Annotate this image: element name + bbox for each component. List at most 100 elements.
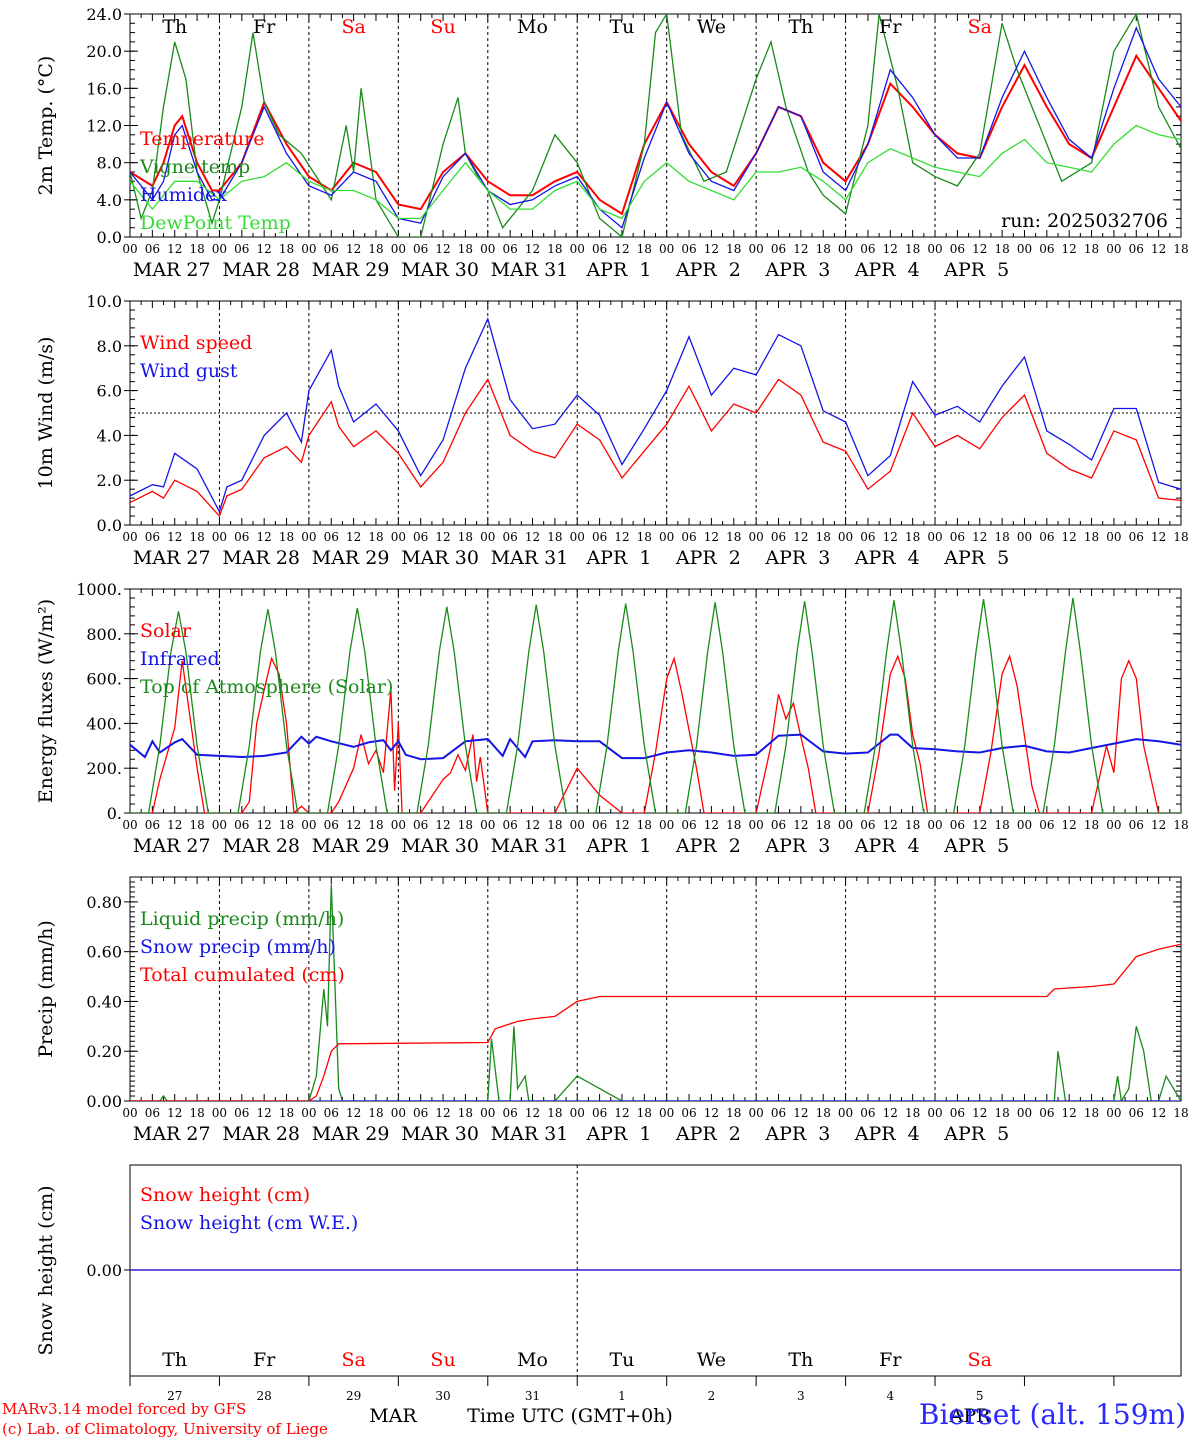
hour-tick-label: 00 [838,818,853,832]
date-label: MAR 29 [312,1123,390,1145]
hour-tick-label: 00 [212,1106,227,1120]
y-tick-label: 10.0 [86,292,122,311]
y-tick-label: 0.40 [86,992,122,1011]
y-axis-title: Snow height (cm) [35,1185,57,1355]
hour-tick-label: 00 [1106,1106,1121,1120]
hour-tick-label: 06 [234,1106,249,1120]
hour-tick-label: 18 [189,1106,204,1120]
y-tick-label: 4.0 [97,191,122,210]
hour-tick-label: 00 [391,1106,406,1120]
date-label: MAR 31 [491,1123,569,1145]
hour-tick-label: 06 [771,1106,786,1120]
hour-tick-label: 00 [391,530,406,544]
hour-tick-label: 18 [1084,1106,1099,1120]
y-tick-label: 12.0 [86,117,122,136]
hour-tick-label: 12 [346,530,361,544]
hour-tick-label: 06 [771,530,786,544]
hour-tick-label: 18 [726,818,741,832]
hour-tick-label: 00 [391,242,406,256]
hour-tick-label: 12 [614,242,629,256]
hour-tick-label: 18 [816,1106,831,1120]
hour-tick-label: 00 [1106,530,1121,544]
hour-tick-label: 18 [368,530,383,544]
hour-tick-label: 18 [547,242,562,256]
weekday-label: Su [430,16,455,38]
day-number-label: 5 [976,1389,984,1403]
hour-tick-label: 12 [883,242,898,256]
y-tick-label: 0.00 [86,1261,122,1280]
hour-tick-label: 06 [324,818,339,832]
hour-tick-label: 06 [950,530,965,544]
hour-tick-label: 00 [212,818,227,832]
hour-tick-label: 00 [1106,242,1121,256]
hour-tick-label: 00 [1017,530,1032,544]
date-label: APR 2 [675,259,741,281]
y-tick-label: 8.0 [97,154,122,173]
hour-tick-label: 12 [704,530,719,544]
hour-tick-label: 18 [547,1106,562,1120]
hour-tick-label: 12 [972,1106,987,1120]
date-label: MAR 28 [222,547,300,569]
hour-tick-label: 18 [279,530,294,544]
y-axis-title: 2m Temp. (°C) [35,56,57,196]
date-label: MAR 27 [133,259,211,281]
hour-tick-label: 00 [748,242,763,256]
y-tick-label: 4.0 [97,426,122,445]
hour-tick-label: 06 [681,242,696,256]
hour-tick-label: 00 [301,1106,316,1120]
hour-tick-label: 18 [994,818,1009,832]
hour-tick-label: 12 [435,530,450,544]
series-line-solar [130,654,1181,813]
day-number-label: 29 [346,1389,361,1403]
hour-tick-label: 00 [570,242,585,256]
day-number-label: 3 [797,1389,805,1403]
hour-tick-label: 18 [279,1106,294,1120]
series-line-vigne-temp [130,14,1181,237]
hour-tick-label: 06 [1129,1106,1144,1120]
hour-tick-label: 06 [771,818,786,832]
date-label: MAR 30 [401,259,479,281]
hour-tick-label: 12 [525,818,540,832]
date-label: MAR 27 [133,547,211,569]
hour-tick-label: 12 [1151,530,1166,544]
hour-tick-label: 06 [1039,818,1054,832]
legend-entry: Snow height (cm) [140,1184,310,1206]
hour-tick-label: 18 [637,242,652,256]
hour-tick-label: 06 [860,242,875,256]
hour-tick-label: 18 [547,530,562,544]
hour-tick-label: 18 [637,530,652,544]
hour-tick-label: 00 [570,1106,585,1120]
hour-tick-label: 18 [279,242,294,256]
series-line-infrared [130,733,1181,761]
hour-tick-label: 06 [681,818,696,832]
y-tick-label: 20.0 [86,42,122,61]
hour-tick-label: 12 [1062,818,1077,832]
hour-tick-label: 18 [547,818,562,832]
weekday-label: Fr [879,1349,902,1371]
date-label: APR 1 [585,835,651,857]
hour-tick-label: 18 [726,1106,741,1120]
hour-tick-label: 06 [145,818,160,832]
y-tick-label: 400. [86,714,122,733]
hour-tick-label: 00 [480,818,495,832]
hour-tick-label: 00 [212,530,227,544]
hour-tick-label: 18 [726,242,741,256]
y-tick-label: 800. [86,625,122,644]
date-label: MAR 28 [222,1123,300,1145]
day-number-label: 31 [525,1389,540,1403]
weekday-label: We [697,1349,726,1371]
hour-tick-label: 06 [324,242,339,256]
hour-tick-label: 18 [189,530,204,544]
hour-tick-label: 12 [1062,530,1077,544]
hour-tick-label: 12 [793,242,808,256]
series-line-dewpoint-temp [130,124,1181,220]
hour-tick-label: 12 [704,818,719,832]
hour-tick-label: 00 [301,530,316,544]
y-tick-label: 6.0 [97,382,122,401]
hour-tick-label: 00 [659,242,674,256]
weekday-label: Mo [517,16,548,38]
hour-tick-label: 00 [122,242,137,256]
hour-tick-label: 12 [1062,242,1077,256]
legend-entry: Temperature [140,128,264,150]
